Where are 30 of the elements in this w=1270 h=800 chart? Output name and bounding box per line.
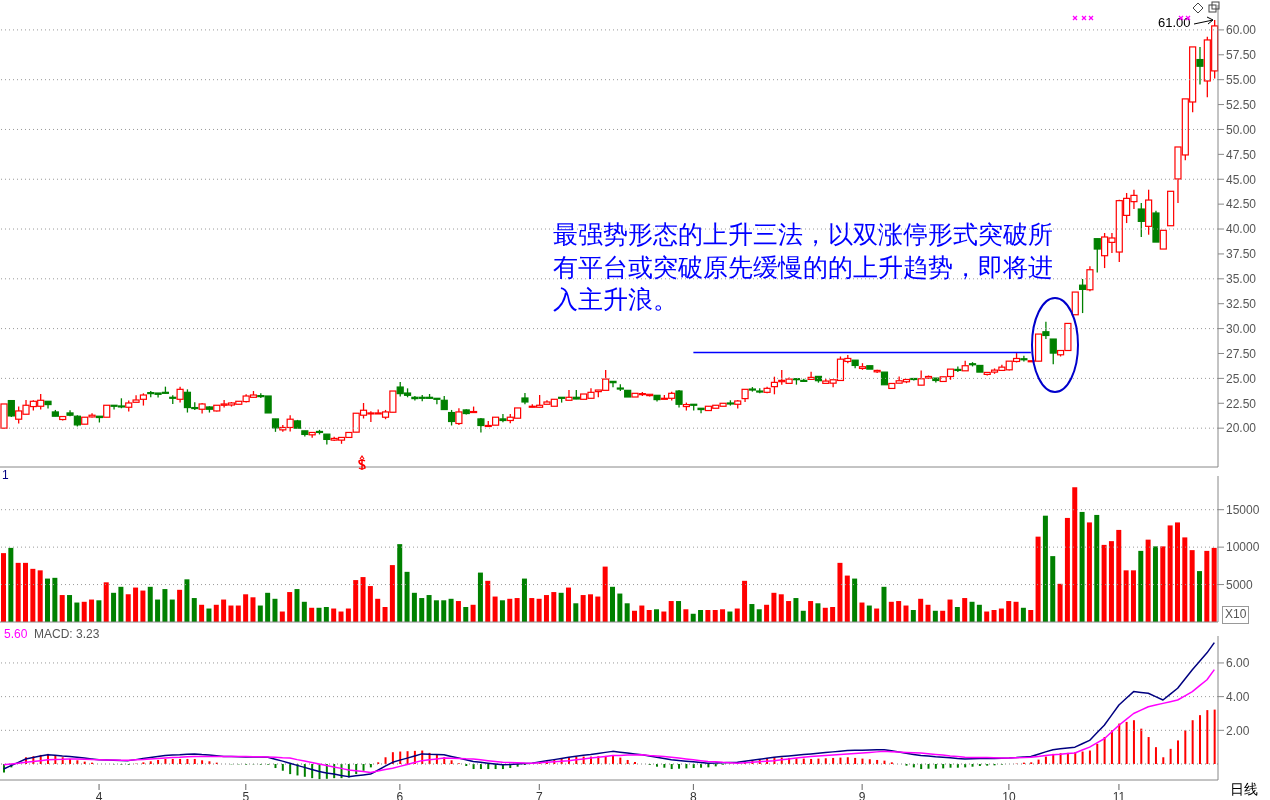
text: X10 <box>1222 606 1250 624</box>
y-tick-label: 47.50 <box>1226 147 1257 162</box>
y-tick-label: 4.00 <box>1226 689 1250 704</box>
y-tick-label: 60.00 <box>1226 23 1257 38</box>
y-tick-label: 55.00 <box>1226 72 1257 87</box>
annotation: 1 <box>2 468 9 484</box>
annotation: 61.00 <box>1158 15 1191 32</box>
y-tick-label: 42.50 <box>1226 197 1257 212</box>
y-tick-label: 37.50 <box>1226 247 1257 262</box>
y-tick-label: 45.00 <box>1226 172 1257 187</box>
annotation: 最强势形态的上升三法，以双涨停形式突破所有平台或突破原先缓慢的的上升趋势，即将进入主升浪。 <box>553 219 1054 315</box>
annotation: 5.60 <box>4 627 28 643</box>
y-tick-label: 35.00 <box>1226 272 1257 287</box>
y-tick-label: 22.50 <box>1226 396 1257 411</box>
annotation: MACD: 3.23 <box>34 627 100 643</box>
y-tick-label: 40.00 <box>1226 222 1257 237</box>
y-tick-label: 27.50 <box>1226 346 1257 361</box>
y-tick-label: 57.50 <box>1226 48 1257 63</box>
y-tick-label: 6.00 <box>1226 656 1250 671</box>
y-tick-label: 30.00 <box>1226 321 1257 336</box>
y-tick-label: 10000 <box>1226 540 1260 555</box>
y-tick-label: 25.00 <box>1226 371 1257 386</box>
text: 日线 <box>1230 780 1258 799</box>
y-tick-label: 15000 <box>1226 502 1260 517</box>
y-tick-label: 50.00 <box>1226 122 1257 137</box>
y-tick-label: 32.50 <box>1226 296 1257 311</box>
y-tick-label: 5000 <box>1226 577 1254 592</box>
y-tick-label: 2.00 <box>1226 723 1250 738</box>
y-tick-label: 52.50 <box>1226 97 1257 112</box>
y-tick-label: 20.00 <box>1226 421 1257 436</box>
